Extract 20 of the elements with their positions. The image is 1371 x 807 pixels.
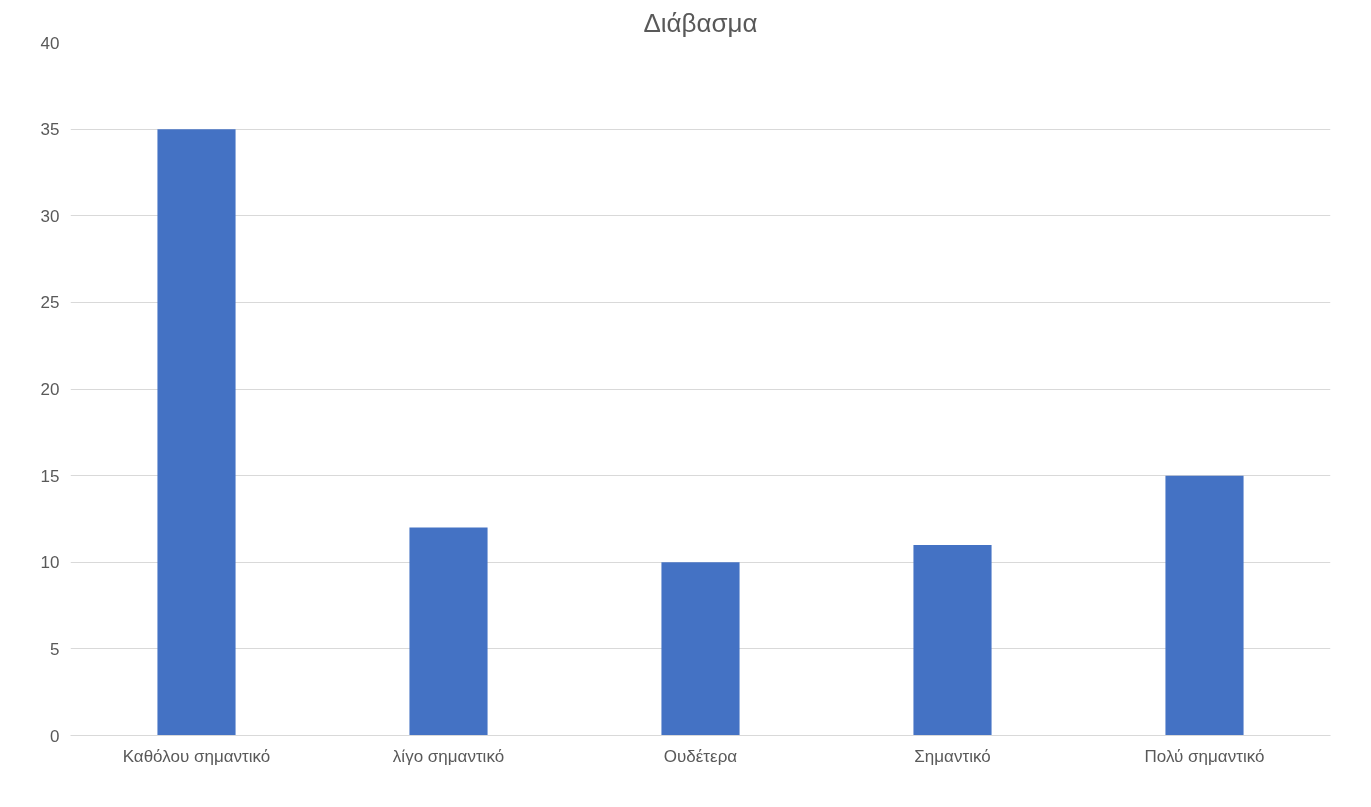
bar (661, 562, 740, 736)
y-tick-label: 15 (40, 466, 60, 486)
y-tick-label: 10 (40, 553, 60, 573)
chart-title: Διάβασμα (643, 7, 758, 38)
x-tick-label: Πολύ σημαντικό (1144, 746, 1265, 766)
x-tick-label: λίγο σημαντικό (392, 746, 505, 766)
x-tick-label: Ουδέτερα (663, 746, 738, 766)
y-tick-label: 40 (40, 33, 60, 53)
y-tick-label: 0 (50, 726, 60, 746)
bar (157, 129, 236, 736)
x-tick-label: Σημαντικό (914, 746, 991, 766)
y-tick-label: 25 (40, 293, 60, 313)
bar (409, 527, 488, 736)
bar (913, 544, 992, 736)
x-tick-label: Καθόλου σημαντικό (122, 746, 271, 766)
y-tick-label: 30 (40, 206, 60, 226)
y-tick-label: 5 (50, 639, 60, 659)
y-tick-label: 20 (40, 380, 60, 399)
y-tick-label: 35 (40, 120, 60, 140)
bar (1165, 475, 1244, 736)
